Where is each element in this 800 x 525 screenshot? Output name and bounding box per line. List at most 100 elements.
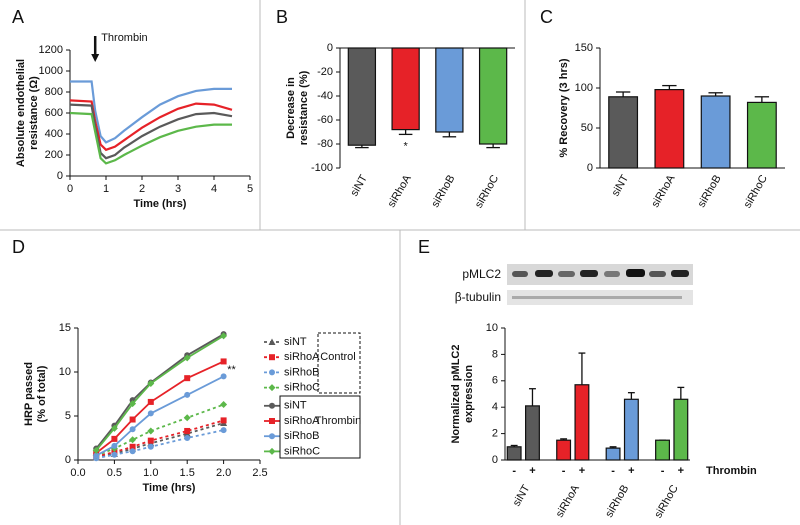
- series-line: [95, 403, 224, 457]
- y-axis-label: expression: [463, 365, 475, 423]
- y-tick-label: 0: [57, 170, 63, 182]
- y-tick-label: 15: [59, 322, 71, 334]
- y-tick-label: 4: [492, 401, 498, 413]
- panel-letter: B: [276, 7, 288, 27]
- y-tick-label: -100: [311, 162, 333, 174]
- group-label: siNT: [511, 483, 533, 509]
- panel-letter: C: [540, 7, 553, 27]
- marker: [184, 435, 191, 441]
- bar: [506, 446, 522, 461]
- marker: [129, 448, 136, 455]
- y-tick-label: 0: [492, 454, 498, 466]
- marker: [184, 375, 191, 382]
- x-tick-label: 4: [211, 183, 217, 195]
- y-axis-label: Normalized pMLC2: [450, 344, 462, 443]
- y-tick-label: 800: [45, 86, 63, 98]
- significance-mark: *: [403, 140, 408, 152]
- x-axis-label: Time (hrs): [134, 198, 187, 210]
- y-axis-label: % Recovery (3 hrs): [558, 58, 570, 157]
- marker: [220, 332, 228, 340]
- x-tick-label: siRhoA: [386, 172, 414, 209]
- y-axis-label: HRP passed: [23, 362, 35, 426]
- group-label: siRhoC: [652, 483, 680, 520]
- marker: [147, 443, 154, 450]
- y-tick-label: -40: [317, 90, 333, 102]
- x-tick-label: -: [512, 465, 516, 477]
- y-tick-label: 1200: [39, 44, 63, 56]
- marker: [183, 354, 191, 362]
- y-tick-label: 2: [492, 428, 498, 440]
- y-axis-label: Decrease in: [285, 77, 297, 139]
- x-tick-label: -: [661, 465, 665, 477]
- y-tick-label: 5: [65, 410, 71, 422]
- panel-letter: D: [12, 237, 25, 257]
- marker: [129, 443, 136, 450]
- legend-marker: [269, 433, 275, 440]
- x-tick-label: 1.5: [180, 467, 195, 479]
- x-tick-label: -: [611, 465, 615, 477]
- y-tick-label: 10: [486, 322, 498, 334]
- legend-label: siRhoA: [284, 415, 320, 427]
- y-tick-label: 10: [59, 366, 71, 378]
- bar: [478, 47, 508, 145]
- marker: [147, 398, 154, 405]
- annotation: Thrombin: [101, 32, 147, 44]
- group-label: siRhoB: [603, 483, 631, 520]
- bar: [608, 96, 639, 169]
- blot-label: β-tubulin: [455, 290, 501, 304]
- legend-label: siRhoB: [284, 430, 319, 442]
- marker: [220, 401, 228, 409]
- series-line: [70, 80, 232, 144]
- x-tick-label: siRhoC: [473, 173, 501, 210]
- marker: [110, 424, 118, 432]
- x-tick-label: 5: [247, 183, 253, 195]
- marker: [220, 358, 227, 365]
- x-label-right: Thrombin: [706, 465, 757, 477]
- panel-letter: E: [418, 237, 430, 257]
- x-tick-label: 0: [67, 183, 73, 195]
- legend-marker: [268, 447, 276, 455]
- x-tick-label: siRhoA: [649, 172, 677, 209]
- legend-label: siRhoB: [284, 366, 319, 378]
- marker: [129, 416, 136, 423]
- bar: [655, 439, 670, 461]
- marker: [184, 427, 191, 434]
- y-axis-label: resistance (%): [298, 70, 310, 145]
- legend-marker: [269, 402, 275, 409]
- y-tick-label: 0: [587, 162, 593, 174]
- marker: [147, 437, 154, 444]
- bar: [435, 47, 464, 133]
- bar: [574, 384, 590, 461]
- x-axis-label: Time (hrs): [143, 482, 196, 494]
- panel-letter: A: [12, 7, 24, 27]
- annotation-arrowhead: [91, 54, 100, 62]
- marker: [129, 400, 137, 408]
- x-tick-label: siNT: [610, 173, 632, 199]
- western-blot: [507, 264, 693, 305]
- x-tick-label: 2.5: [252, 467, 267, 479]
- x-tick-label: +: [529, 465, 535, 477]
- legend-group-box: [317, 332, 361, 394]
- x-tick-label: 0.5: [107, 467, 122, 479]
- y-tick-label: 200: [45, 149, 63, 161]
- group-label: siRhoA: [554, 482, 582, 519]
- x-tick-label: 1.0: [143, 467, 158, 479]
- bar: [605, 447, 621, 461]
- x-tick-label: -: [562, 465, 566, 477]
- x-tick-label: siRhoB: [429, 173, 457, 210]
- y-tick-label: -20: [317, 66, 333, 78]
- marker: [111, 435, 118, 442]
- marker: [129, 436, 137, 444]
- annotation: **: [227, 364, 236, 376]
- y-tick-label: 600: [45, 107, 63, 119]
- series-line: [95, 375, 225, 457]
- y-axis-label: Absolute endothelial: [15, 59, 27, 167]
- marker: [147, 427, 155, 435]
- marker: [111, 442, 118, 449]
- legend-group-label: Control: [320, 351, 355, 363]
- series-line: [95, 333, 225, 450]
- x-tick-label: +: [678, 465, 684, 477]
- blot-label: pMLC2: [462, 267, 501, 281]
- bar: [347, 47, 377, 146]
